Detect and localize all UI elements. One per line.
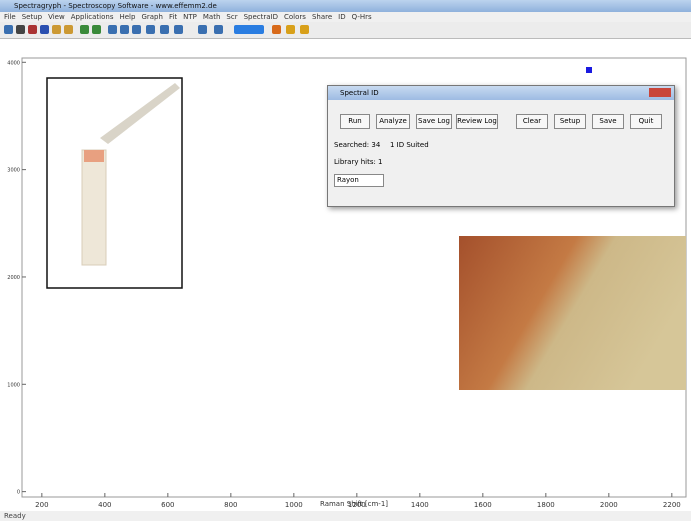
toolbar xyxy=(0,22,691,39)
x-tick-label: 2200 xyxy=(663,501,681,509)
tool-button[interactable] xyxy=(4,25,13,34)
camera-image xyxy=(459,236,686,390)
menu-item[interactable]: Scr xyxy=(226,13,238,21)
tool-button[interactable] xyxy=(174,25,183,34)
fabric-strip xyxy=(81,149,107,266)
title-bar: Spectragryph - Spectroscopy Software - w… xyxy=(0,0,691,12)
searched-text: Searched: 34 xyxy=(334,141,381,149)
menu-item[interactable]: Graph xyxy=(141,13,163,21)
x-tick-label: 800 xyxy=(224,501,237,509)
close-button[interactable] xyxy=(649,88,671,97)
tool-button[interactable] xyxy=(160,25,169,34)
menu-item[interactable]: View xyxy=(48,13,65,21)
tool-button[interactable] xyxy=(64,25,73,34)
dialog-button[interactable]: Run xyxy=(340,114,370,129)
menu-item[interactable]: Fit xyxy=(168,13,178,21)
dialog-button[interactable]: Quit xyxy=(630,114,662,129)
y-tick-label: 2000 xyxy=(7,275,20,281)
tool-button[interactable] xyxy=(146,25,155,34)
tool-button[interactable] xyxy=(80,25,89,34)
menu-item[interactable]: Colors xyxy=(284,13,306,21)
x-tick-label: 400 xyxy=(98,501,111,509)
menu-item[interactable]: Q-Hrs xyxy=(351,13,372,21)
menu-item[interactable]: Math xyxy=(202,13,221,21)
menu-bar: File Setup View Applications Help Graph Fit NTP… xyxy=(0,12,691,22)
tool-button[interactable] xyxy=(300,25,309,34)
color-swatch[interactable] xyxy=(234,25,264,34)
suited-text: 1 ID Suited xyxy=(390,141,429,149)
menu-item[interactable]: File xyxy=(4,13,16,21)
probe-drawing xyxy=(100,83,180,144)
x-tick-label: 600 xyxy=(161,501,174,509)
tool-button[interactable] xyxy=(40,25,49,34)
x-tick-label: 1200 xyxy=(348,501,366,509)
tool-button[interactable] xyxy=(132,25,141,34)
x-axis-label: Raman Shift [cm-1] xyxy=(320,500,388,508)
tool-button[interactable] xyxy=(272,25,281,34)
tool-button[interactable] xyxy=(16,25,25,34)
dialog-button[interactable]: Save xyxy=(592,114,624,129)
x-tick-label: 200 xyxy=(35,501,48,509)
menu-item[interactable]: Setup xyxy=(21,13,43,21)
x-tick-label: 1000 xyxy=(285,501,303,509)
menu-item[interactable]: Help xyxy=(119,13,136,21)
y-tick-label: 1000 xyxy=(7,382,20,388)
window-title: Spectragryph - Spectroscopy Software - w… xyxy=(14,2,217,10)
dialog-title: Spectral ID xyxy=(328,86,674,100)
menu-item[interactable]: NTP xyxy=(183,13,197,21)
tool-button[interactable] xyxy=(28,25,37,34)
tool-button[interactable] xyxy=(52,25,61,34)
dialog-button[interactable]: Save Log xyxy=(416,114,452,129)
dialog-button[interactable]: Review Log xyxy=(456,114,498,129)
status-bar: Ready xyxy=(0,511,691,521)
tool-button[interactable] xyxy=(214,25,223,34)
tool-button[interactable] xyxy=(286,25,295,34)
menu-item[interactable]: SpectraID xyxy=(243,13,278,21)
result-field[interactable]: Rayon xyxy=(334,174,384,187)
x-tick-label: 2000 xyxy=(600,501,618,509)
status-text: Ready xyxy=(4,512,26,520)
laser-spot xyxy=(84,150,104,162)
tool-button[interactable] xyxy=(92,25,101,34)
dialog-button[interactable]: Analyze xyxy=(376,114,410,129)
tool-button[interactable] xyxy=(198,25,207,34)
tool-button[interactable] xyxy=(108,25,117,34)
menu-item[interactable]: Applications xyxy=(70,13,114,21)
y-tick-label: 4000 xyxy=(7,60,20,66)
hits-text: Library hits: 1 xyxy=(334,158,383,166)
x-tick-label: 1800 xyxy=(537,501,555,509)
y-tick-label: 0 xyxy=(17,490,20,496)
menu-item[interactable]: Share xyxy=(311,13,333,21)
x-tick-label: 1600 xyxy=(474,501,492,509)
menu-item[interactable]: ID xyxy=(338,13,346,21)
tool-button[interactable] xyxy=(120,25,129,34)
dialog-button[interactable]: Setup xyxy=(554,114,586,129)
dialog: Spectral ID Run Analyze Save Log Review Log… xyxy=(327,85,675,207)
dialog-button[interactable]: Clear xyxy=(516,114,548,129)
x-tick-label: 1400 xyxy=(411,501,429,509)
marker-icon xyxy=(586,67,592,73)
y-tick-label: 3000 xyxy=(7,168,20,174)
sample-image xyxy=(46,77,183,289)
